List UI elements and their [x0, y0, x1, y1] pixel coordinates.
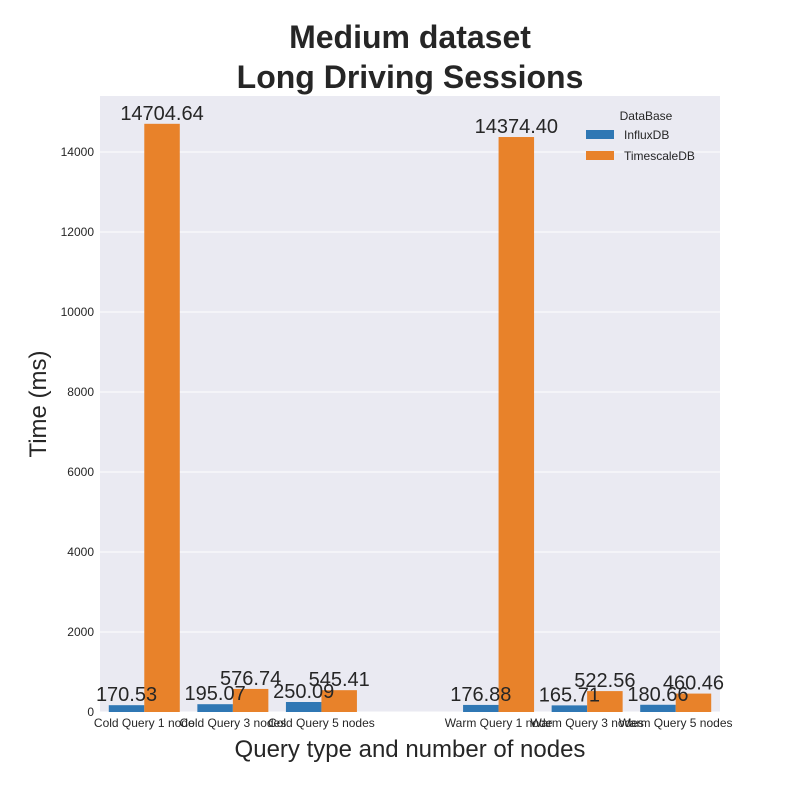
y-tick-label: 0 [87, 705, 94, 719]
gridlines [100, 151, 720, 713]
bar-influxdb [197, 704, 233, 712]
data-label-timescaledb: 522.56 [574, 670, 635, 692]
legend: DataBase InfluxDB TimescaleDB [586, 109, 695, 163]
y-tick-label: 12000 [61, 225, 95, 239]
bars [108, 123, 712, 713]
legend-title: DataBase [620, 109, 673, 123]
chart-title-line-1: Medium dataset [289, 19, 531, 55]
data-label-influxdb: 250.09 [273, 681, 334, 703]
data-label-timescaledb: 576.74 [220, 668, 281, 690]
bar-timescaledb [232, 688, 269, 712]
data-label-timescaledb: 14704.64 [120, 103, 203, 125]
legend-entry-influxdb: InfluxDB [624, 128, 669, 142]
bar-timescaledb [587, 691, 623, 712]
x-tick-label: Warm Query 5 nodes [619, 716, 733, 730]
y-tick-label: 6000 [67, 465, 94, 479]
y-tick-label: 4000 [67, 545, 94, 559]
plot-area [100, 96, 720, 712]
x-tick-label: Cold Query 5 nodes [268, 716, 375, 730]
x-tick-label: Cold Query 1 node [94, 716, 195, 730]
data-label-influxdb: 180.66 [627, 684, 688, 706]
x-tick-label: Warm Query 1 node [445, 716, 553, 730]
data-label-timescaledb: 545.41 [309, 669, 370, 691]
chart-title-line-2: Long Driving Sessions [237, 59, 584, 95]
bar-timescaledb [675, 693, 712, 712]
data-label-timescaledb: 14374.40 [475, 116, 558, 138]
y-tick-label: 8000 [67, 385, 94, 399]
x-tick-label: Cold Query 3 nodes [179, 716, 286, 730]
y-tick-label: 14000 [61, 145, 95, 159]
bar-influxdb [108, 705, 145, 712]
bar-influxdb [640, 704, 676, 712]
legend-swatch-influxdb [586, 130, 614, 139]
data-label-influxdb: 170.53 [96, 684, 157, 706]
bar-influxdb [463, 704, 499, 712]
y-tick-label: 10000 [61, 305, 95, 319]
y-axis-label: Time (ms) [25, 350, 52, 457]
data-label-timescaledb: 460.46 [663, 673, 724, 695]
data-label-influxdb: 176.88 [450, 684, 511, 706]
bar-influxdb [551, 705, 588, 712]
bar-timescaledb [498, 137, 535, 713]
data-label-influxdb: 165.71 [539, 684, 600, 706]
bar-influxdb [285, 701, 322, 712]
y-tick-labels: 0 2000 4000 6000 8000 10000 12000 14000 [61, 145, 95, 719]
x-axis-label: Query type and number of nodes [235, 736, 586, 763]
bar-timescaledb [144, 123, 180, 713]
legend-swatch-timescaledb [586, 151, 614, 160]
x-tick-label: Warm Query 3 nodes [530, 716, 644, 730]
data-label-influxdb: 195.07 [185, 683, 246, 705]
bar-timescaledb [321, 690, 357, 712]
y-tick-label: 2000 [67, 625, 94, 639]
legend-entry-timescaledb: TimescaleDB [624, 149, 695, 163]
